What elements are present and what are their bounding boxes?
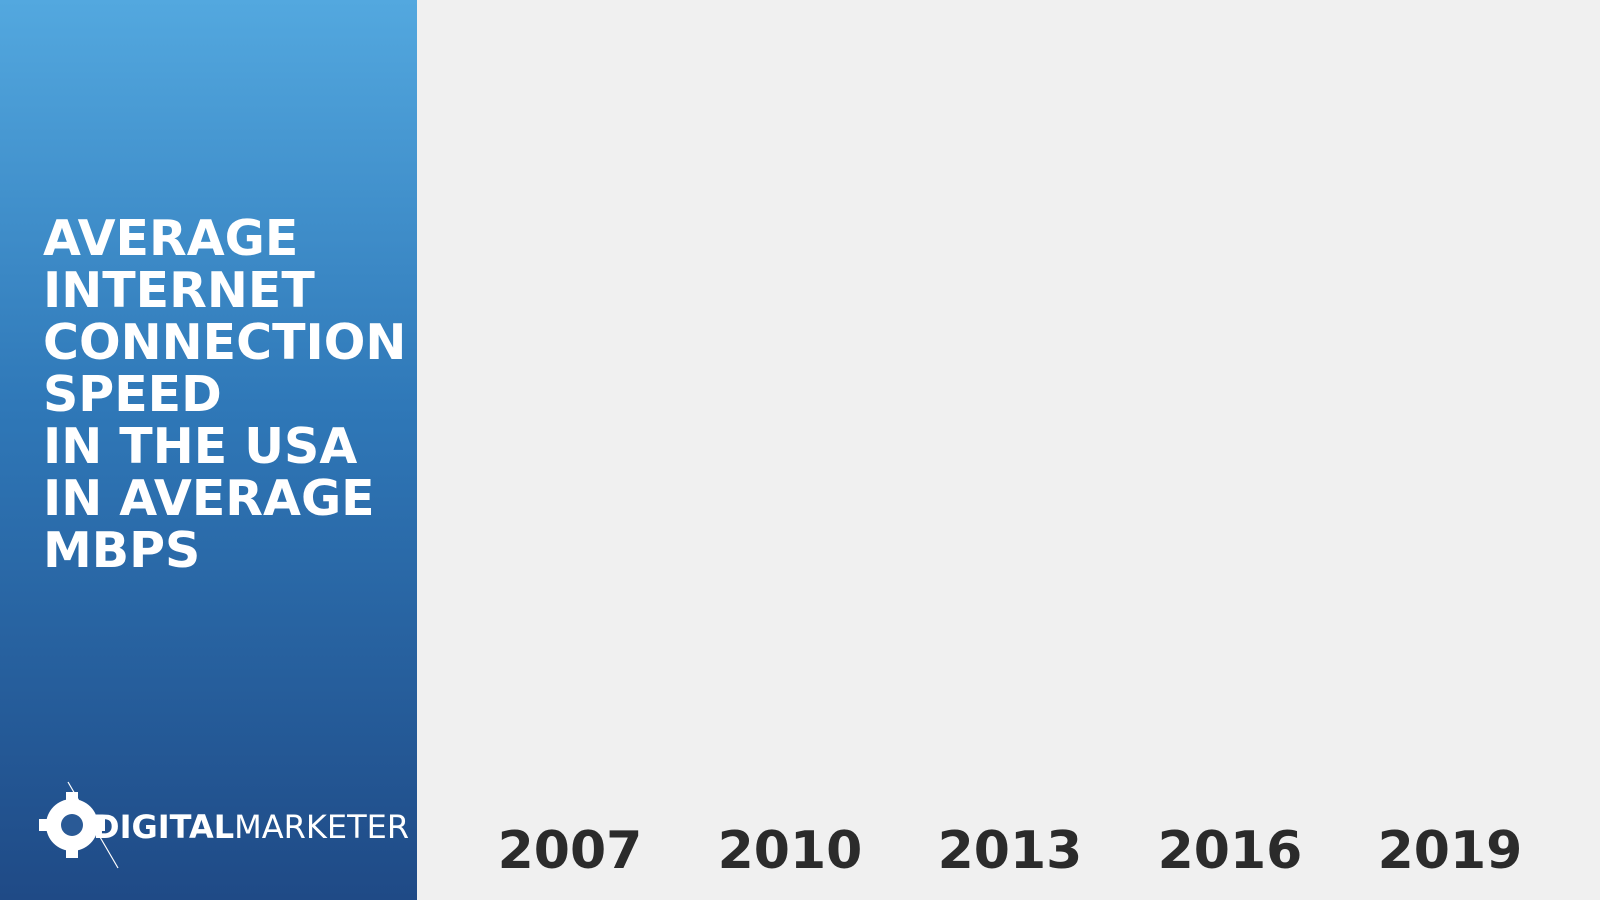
brand: DIGITALMARKETER: [93, 808, 409, 846]
x-tick-label: 2019: [1378, 821, 1523, 881]
side-panel: [0, 0, 417, 900]
chart-title-line: INTERNET: [43, 262, 315, 319]
chart-title-line: SPEED: [43, 366, 222, 423]
chart-title-line: IN AVERAGE: [43, 470, 375, 527]
chart-title-line: CONNECTION: [43, 314, 406, 371]
chart-title-line: AVERAGE: [43, 210, 298, 267]
chart-title-line: MBPS: [43, 522, 200, 579]
x-tick-label: 2016: [1158, 821, 1303, 881]
brand-bold: DIGITAL: [93, 808, 234, 846]
logo-gear: [39, 781, 119, 869]
x-tick-label: 2013: [938, 821, 1083, 881]
x-tick-label: 2007: [498, 821, 643, 881]
x-tick-label: 2010: [718, 821, 863, 881]
brand-light: MARKETER: [234, 808, 409, 846]
chart-title-line: IN THE USA: [43, 418, 357, 475]
